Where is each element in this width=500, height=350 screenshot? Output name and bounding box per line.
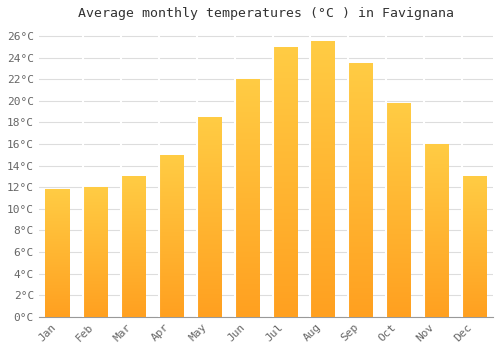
Title: Average monthly temperatures (°C ) in Favignana: Average monthly temperatures (°C ) in Fa…	[78, 7, 454, 20]
